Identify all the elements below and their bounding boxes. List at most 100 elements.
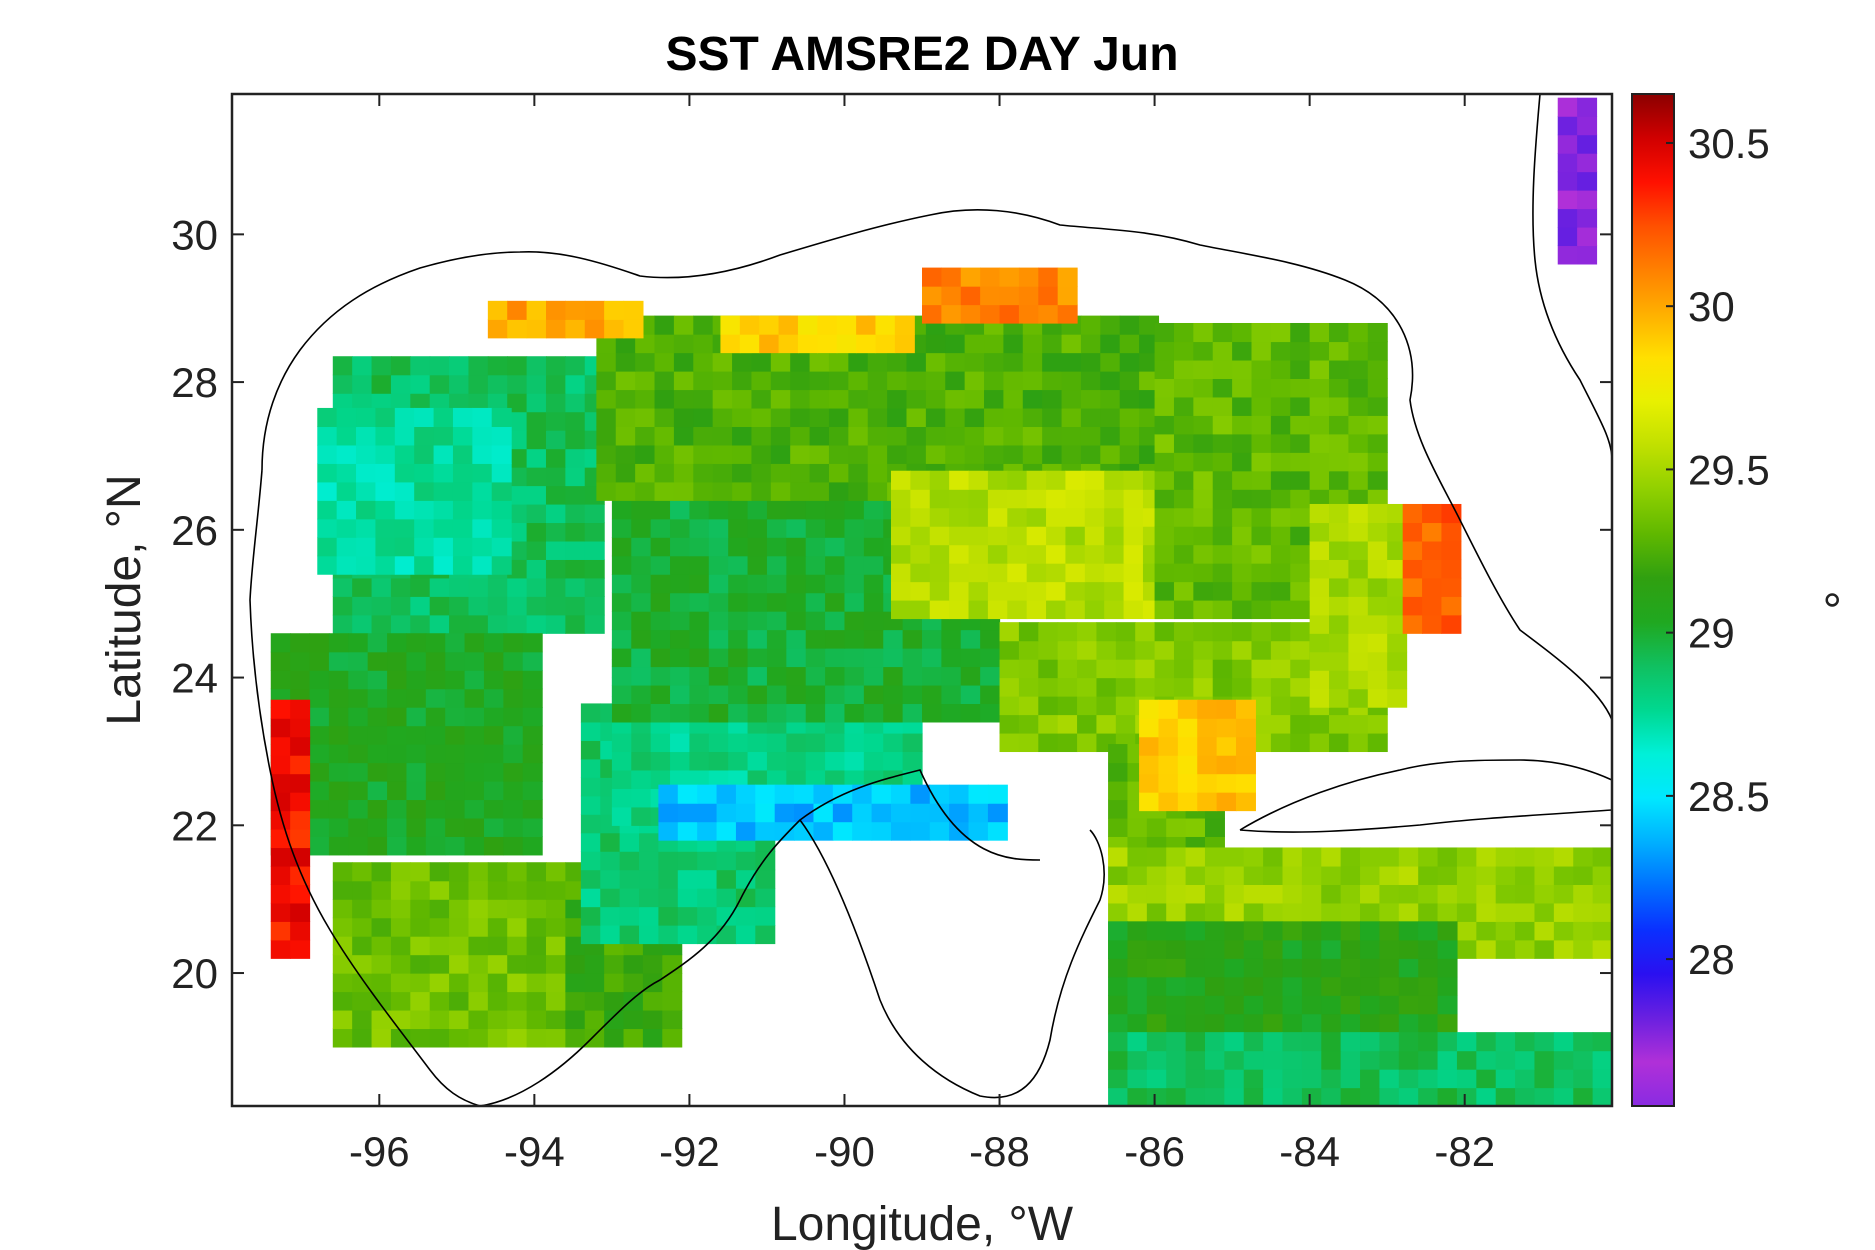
sst-cell	[1515, 884, 1536, 904]
sst-cell	[332, 614, 353, 634]
sst-cell	[708, 648, 729, 668]
sst-cell	[1270, 640, 1291, 660]
sst-cell	[735, 821, 756, 841]
sst-cell	[751, 352, 772, 372]
sst-cell	[929, 821, 950, 841]
sst-cell	[728, 703, 749, 723]
sst-cell	[673, 463, 694, 483]
sst-cell	[631, 629, 652, 649]
sst-cell	[755, 888, 776, 908]
sst-cell	[429, 899, 450, 919]
sst-cell	[565, 936, 586, 956]
sst-cell	[809, 407, 830, 428]
sst-cell	[328, 633, 349, 653]
sst-cell	[1057, 677, 1078, 697]
sst-cell	[1573, 847, 1594, 867]
sst-cell	[1046, 507, 1067, 527]
sst-cell	[1360, 884, 1381, 904]
sst-cell	[452, 426, 473, 446]
sst-cell	[1216, 699, 1237, 719]
sst-cell	[867, 426, 888, 446]
sst-cell	[902, 732, 923, 753]
sst-cell	[1387, 614, 1408, 634]
sst-cell	[1309, 470, 1330, 490]
sst-cell	[425, 799, 446, 819]
sst-cell	[1534, 1032, 1555, 1052]
sst-cell	[1154, 378, 1175, 398]
sst-cell	[712, 371, 733, 391]
sst-cell	[1139, 755, 1160, 775]
sst-cell	[1592, 939, 1612, 959]
sst-cell	[1290, 470, 1311, 490]
sst-cell	[828, 407, 849, 428]
sst-cell	[1251, 452, 1272, 472]
sst-cell	[1080, 444, 1101, 464]
sst-cell	[1193, 640, 1214, 660]
sst-cell	[1367, 732, 1388, 753]
sst-cell	[980, 629, 1001, 649]
sst-cell	[1456, 1032, 1477, 1052]
sst-cell	[429, 862, 450, 882]
sst-cell	[1534, 884, 1555, 904]
sst-cell	[526, 577, 547, 597]
sst-cell	[410, 917, 431, 937]
sst-cell	[747, 703, 768, 723]
sst-cell	[445, 836, 466, 856]
sst-cell	[1173, 489, 1194, 509]
sst-cell	[689, 703, 710, 723]
sst-cell	[1154, 581, 1175, 601]
sst-cell	[980, 703, 1001, 723]
sst-cell	[735, 888, 756, 908]
sst-cell	[1224, 1013, 1245, 1033]
sst-cell	[1441, 540, 1462, 560]
sst-cell	[1402, 503, 1423, 524]
y-tick-label: 28	[171, 359, 218, 406]
x-axis-label: Longitude, °W	[771, 1198, 1074, 1250]
sst-cell	[623, 954, 644, 974]
sst-cell	[650, 769, 671, 789]
sst-cell	[445, 651, 466, 671]
sst-cell	[1166, 1069, 1187, 1089]
sst-cell	[1166, 902, 1187, 922]
sst-cell	[526, 319, 547, 339]
sst-cell	[708, 537, 729, 557]
sst-cell	[1193, 433, 1214, 453]
sst-cell	[1348, 503, 1369, 524]
sst-cell	[964, 334, 985, 354]
sst-cell	[1309, 577, 1330, 597]
sst-cell	[867, 407, 888, 428]
sst-cell	[445, 707, 466, 727]
sst-cell	[1123, 489, 1144, 509]
sst-cell	[747, 666, 768, 686]
sst-cell	[503, 762, 524, 782]
sst-cell	[1007, 544, 1028, 564]
sst-cell	[309, 688, 330, 708]
sst-cell	[352, 899, 373, 919]
sst-cell	[984, 352, 1004, 372]
sst-cell	[483, 651, 504, 671]
sst-cell	[545, 936, 566, 956]
sst-cell	[623, 973, 644, 993]
sst-cell	[1135, 622, 1156, 642]
sst-cell	[906, 426, 927, 446]
sst-cell	[1177, 736, 1198, 756]
sst-cell	[786, 574, 807, 594]
sst-cell	[290, 651, 311, 671]
sst-cell	[1290, 433, 1311, 453]
sst-cell	[883, 751, 904, 771]
sst-cell	[825, 732, 846, 753]
sst-cell	[526, 954, 547, 974]
sst-cell	[565, 614, 586, 634]
sst-cell	[922, 304, 942, 324]
sst-cell	[673, 444, 694, 464]
sst-cell	[290, 828, 311, 849]
sst-cell	[910, 581, 931, 601]
sst-cell	[1301, 1069, 1322, 1089]
sst-cell	[1046, 470, 1067, 490]
sst-cell	[1577, 134, 1598, 154]
sst-cell	[1216, 792, 1237, 812]
sst-cell	[1309, 651, 1330, 671]
sst-cell	[1398, 847, 1419, 867]
sst-cell	[545, 596, 566, 616]
sst-cell	[270, 884, 291, 904]
